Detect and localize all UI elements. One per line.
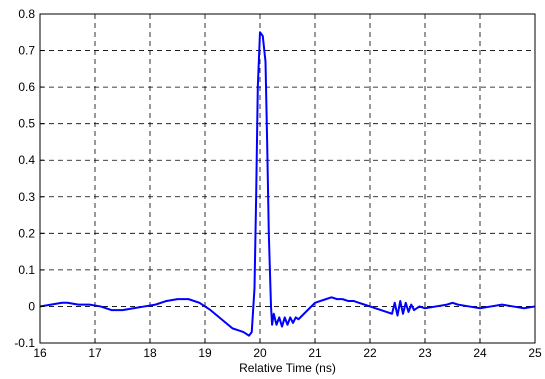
series-layer xyxy=(39,31,536,337)
y-tick-label: 0.7 xyxy=(18,44,35,58)
x-tick-label: 22 xyxy=(363,346,377,360)
x-tick-label: 25 xyxy=(528,346,542,360)
x-tick-label: 24 xyxy=(473,346,487,360)
series-line xyxy=(39,31,536,337)
grid xyxy=(40,14,535,343)
y-tick-label: 0.5 xyxy=(18,117,35,131)
x-tick-label: 17 xyxy=(88,346,102,360)
y-tick-label: 0.4 xyxy=(18,153,35,167)
y-tick-label: 0.3 xyxy=(18,190,35,204)
x-axis-title: Relative Time (ns) xyxy=(239,361,336,375)
x-tick-label: 18 xyxy=(143,346,157,360)
x-tick-label: 21 xyxy=(308,346,322,360)
y-tick-label: -0.1 xyxy=(14,336,35,350)
x-tick-label: 23 xyxy=(418,346,432,360)
x-tick-label: 19 xyxy=(198,346,212,360)
y-tick-label: 0.6 xyxy=(18,80,35,94)
x-tick-label: 16 xyxy=(33,346,47,360)
plot-frame xyxy=(39,13,536,344)
x-tick-label: 20 xyxy=(253,346,267,360)
y-axis-ticks: -0.1 0 0.1 0.2 0.3 0.4 0.5 0.6 0.7 0.8 xyxy=(14,7,44,350)
y-tick-label: 0.2 xyxy=(18,226,35,240)
y-tick-label: 0.8 xyxy=(18,7,35,21)
x-axis-ticks: 16 17 18 19 20 21 22 23 24 25 xyxy=(33,339,542,360)
y-tick-label: 0 xyxy=(28,299,35,313)
y-tick-label: 0.1 xyxy=(18,263,35,277)
